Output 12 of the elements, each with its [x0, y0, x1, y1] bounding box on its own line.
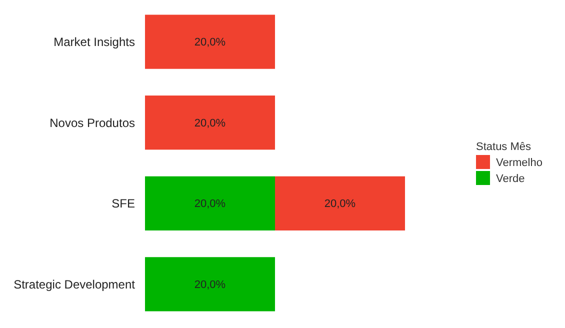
data-label: 20,0% — [194, 279, 226, 292]
legend-label: Verde — [496, 172, 525, 185]
legend-title: Status Mês — [476, 140, 532, 153]
y-tick-label: Market Insights — [54, 35, 135, 50]
data-label: 20,0% — [324, 198, 356, 210]
y-tick-label: SFE — [112, 196, 135, 211]
y-tick-label: Novos Produtos — [50, 116, 135, 130]
y-tick-label: Strategic Development — [14, 277, 136, 292]
data-label: 20,0% — [194, 117, 226, 130]
legend-label: Vermelho — [496, 156, 542, 169]
data-label: 20,0% — [194, 198, 226, 210]
data-label: 20,0% — [194, 36, 226, 49]
